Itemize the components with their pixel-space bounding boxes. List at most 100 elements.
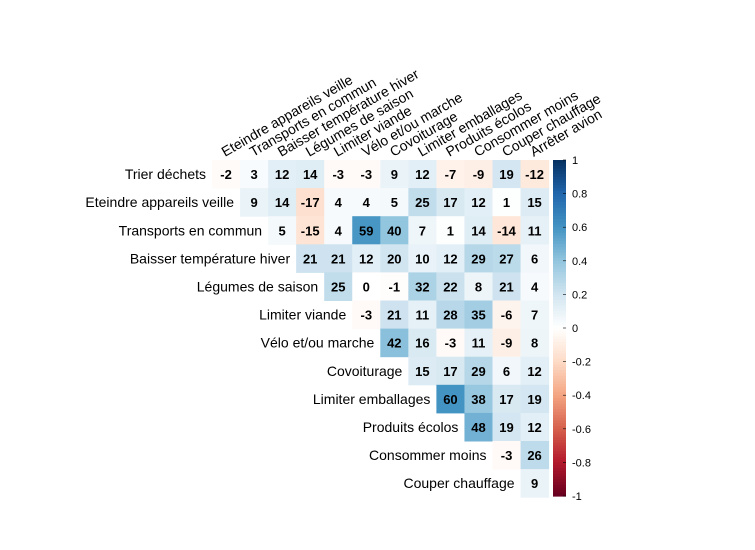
colorbar-segment [553, 283, 566, 287]
colorbar-segment [553, 308, 566, 312]
colorbar-segment [553, 423, 566, 427]
cell-value-label: 19 [527, 392, 541, 407]
cell-value-label: -9 [501, 336, 513, 351]
colorbar-segment [553, 358, 566, 363]
cell-value-label: 14 [275, 195, 290, 210]
heatmap-cell [492, 441, 522, 470]
colorbar-segment [553, 179, 566, 183]
heatmap-cell [520, 384, 550, 414]
colorbar-segment [553, 288, 566, 293]
colorbar-tick-label: -0.4 [572, 390, 591, 402]
colorbar-segment [553, 381, 566, 385]
colorbar-segment [553, 406, 566, 410]
heatmap-cell [436, 272, 465, 301]
colorbar-segment [553, 409, 566, 413]
cell-value-label: -2 [220, 167, 232, 182]
cell-value-label: 29 [471, 251, 485, 266]
cell-value-label: 12 [527, 420, 541, 435]
cell-value-label: -7 [445, 167, 457, 182]
cell-value-label: 4 [335, 195, 343, 210]
row-label: Couper chauffage [403, 475, 514, 491]
colorbar-segment [553, 202, 566, 206]
cell-value-label: 7 [419, 223, 426, 238]
cell-value-label: -9 [473, 167, 485, 182]
heatmap-cell [408, 160, 437, 189]
cell-value-label: 19 [499, 420, 513, 435]
colorbar-segment [553, 336, 566, 340]
colorbar-segment [553, 241, 566, 245]
colorbar-segment [553, 160, 566, 164]
colorbar-segment [553, 328, 566, 332]
row-label: Covoiturage [327, 363, 403, 379]
colorbar-segment [553, 319, 566, 323]
cell-value-label: -3 [360, 308, 372, 323]
colorbar-segment [553, 244, 566, 248]
colorbar-segment [553, 398, 566, 402]
colorbar-segment [553, 493, 566, 497]
colorbar-segment [553, 258, 566, 262]
cell-value-label: 21 [303, 251, 317, 266]
cell-value-label: 1 [503, 195, 510, 210]
colorbar-segment [553, 246, 566, 251]
colorbar-segment [553, 420, 566, 424]
cell-value-label: 1 [447, 223, 454, 238]
cell-value-label: 20 [387, 251, 401, 266]
colorbar-segment [553, 227, 566, 231]
cell-value-label: -3 [501, 448, 513, 463]
colorbar-tick-label: 0.4 [572, 256, 587, 268]
heatmap-cell [520, 356, 550, 386]
heatmap-cell [464, 356, 493, 386]
colorbar-segment [553, 437, 566, 441]
row-label: Trier déchets [125, 166, 206, 182]
heatmap-cell [240, 188, 269, 217]
cell-value-label: 3 [250, 167, 257, 182]
cell-value-label: 25 [415, 195, 429, 210]
colorbar-segment [553, 196, 566, 200]
heatmap-cells: -2 3 12 14 -3 -3 9 12 -7 -9 19 -129 14 -17 4 4 5 25 17 12 1 1… [212, 160, 550, 498]
cell-value-label: 12 [359, 251, 373, 266]
cell-value-label: 6 [531, 251, 538, 266]
heatmap-cell [464, 272, 493, 301]
colorbar-segment [553, 403, 566, 407]
cell-value-label: 25 [331, 279, 345, 294]
heatmap-cell [520, 412, 550, 442]
cell-value-label: 17 [443, 195, 457, 210]
colorbar-segment [553, 165, 566, 169]
heatmap-cell [520, 244, 550, 273]
cell-value-label: 6 [503, 364, 510, 379]
heatmap-cell [268, 188, 297, 217]
heatmap-cell [492, 160, 522, 189]
colorbar-segment [553, 395, 566, 399]
cell-value-label: 12 [443, 251, 457, 266]
colorbar-segment [553, 465, 566, 469]
colorbar-segment [553, 266, 566, 270]
colorbar-segment [553, 188, 566, 192]
row-label: Produits écolos [363, 419, 459, 435]
cell-value-label: 4 [335, 223, 343, 238]
heatmap-cell [324, 188, 353, 217]
colorbar-segment [553, 445, 566, 449]
colorbar-segment [553, 487, 566, 491]
heatmap-cell [520, 300, 550, 330]
heatmap-cell [408, 272, 437, 301]
colorbar-segment [553, 263, 566, 267]
heatmap-cell [324, 216, 353, 245]
cell-value-label: 11 [528, 223, 542, 238]
cell-value-label: 4 [363, 195, 371, 210]
heatmap-cell [352, 272, 381, 301]
row-label: Baisser température hiver [130, 250, 291, 266]
colorbar-segment [553, 300, 566, 304]
cell-value-label: 9 [391, 167, 398, 182]
cell-value-label: 10 [415, 251, 429, 266]
colorbar-tick-label: -0.6 [572, 424, 591, 436]
colorbar-segment [553, 260, 566, 265]
cell-value-label: 17 [499, 392, 513, 407]
heatmap-cell [324, 272, 353, 301]
cell-value-label: -6 [501, 308, 513, 323]
heatmap-cell [492, 300, 522, 330]
cell-value-label: -3 [360, 167, 372, 182]
cell-value-label: 9 [250, 195, 257, 210]
colorbar-segment [553, 470, 566, 475]
colorbar-segment [553, 454, 566, 458]
cell-value-label: 9 [531, 476, 538, 491]
